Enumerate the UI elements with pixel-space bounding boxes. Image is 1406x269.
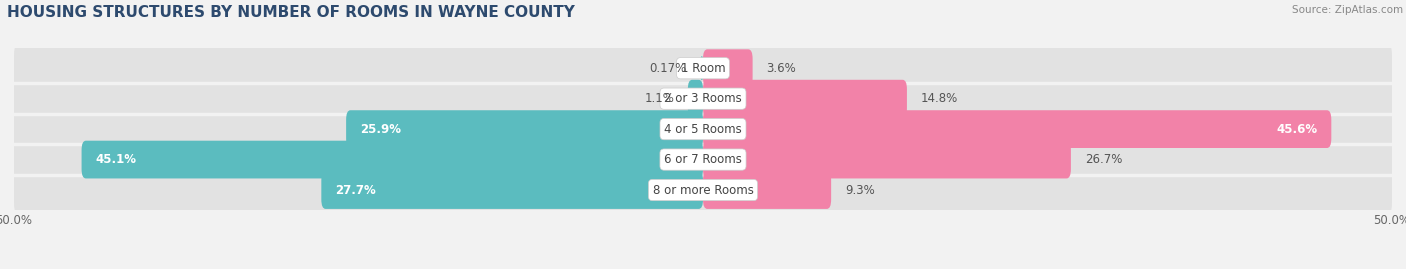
Text: 3.6%: 3.6%: [766, 62, 796, 75]
FancyBboxPatch shape: [14, 41, 1392, 95]
Text: 2 or 3 Rooms: 2 or 3 Rooms: [664, 92, 742, 105]
FancyBboxPatch shape: [703, 80, 907, 118]
Text: 25.9%: 25.9%: [360, 123, 401, 136]
Text: 1.1%: 1.1%: [644, 92, 673, 105]
FancyBboxPatch shape: [703, 141, 1071, 178]
FancyBboxPatch shape: [703, 49, 752, 87]
FancyBboxPatch shape: [322, 171, 703, 209]
FancyBboxPatch shape: [14, 72, 1392, 125]
Text: 0.17%: 0.17%: [650, 62, 688, 75]
Text: Source: ZipAtlas.com: Source: ZipAtlas.com: [1292, 5, 1403, 15]
FancyBboxPatch shape: [700, 56, 703, 80]
Text: 14.8%: 14.8%: [921, 92, 957, 105]
Text: 26.7%: 26.7%: [1084, 153, 1122, 166]
Text: 8 or more Rooms: 8 or more Rooms: [652, 183, 754, 197]
Text: 1 Room: 1 Room: [681, 62, 725, 75]
FancyBboxPatch shape: [703, 171, 831, 209]
FancyBboxPatch shape: [14, 133, 1392, 186]
FancyBboxPatch shape: [688, 80, 703, 118]
FancyBboxPatch shape: [346, 110, 703, 148]
FancyBboxPatch shape: [82, 141, 703, 178]
Text: 45.6%: 45.6%: [1277, 123, 1317, 136]
Text: HOUSING STRUCTURES BY NUMBER OF ROOMS IN WAYNE COUNTY: HOUSING STRUCTURES BY NUMBER OF ROOMS IN…: [7, 5, 575, 20]
Text: 6 or 7 Rooms: 6 or 7 Rooms: [664, 153, 742, 166]
Text: 45.1%: 45.1%: [96, 153, 136, 166]
Text: 4 or 5 Rooms: 4 or 5 Rooms: [664, 123, 742, 136]
FancyBboxPatch shape: [14, 163, 1392, 217]
FancyBboxPatch shape: [703, 110, 1331, 148]
FancyBboxPatch shape: [14, 102, 1392, 156]
Text: 27.7%: 27.7%: [335, 183, 375, 197]
Text: 9.3%: 9.3%: [845, 183, 875, 197]
